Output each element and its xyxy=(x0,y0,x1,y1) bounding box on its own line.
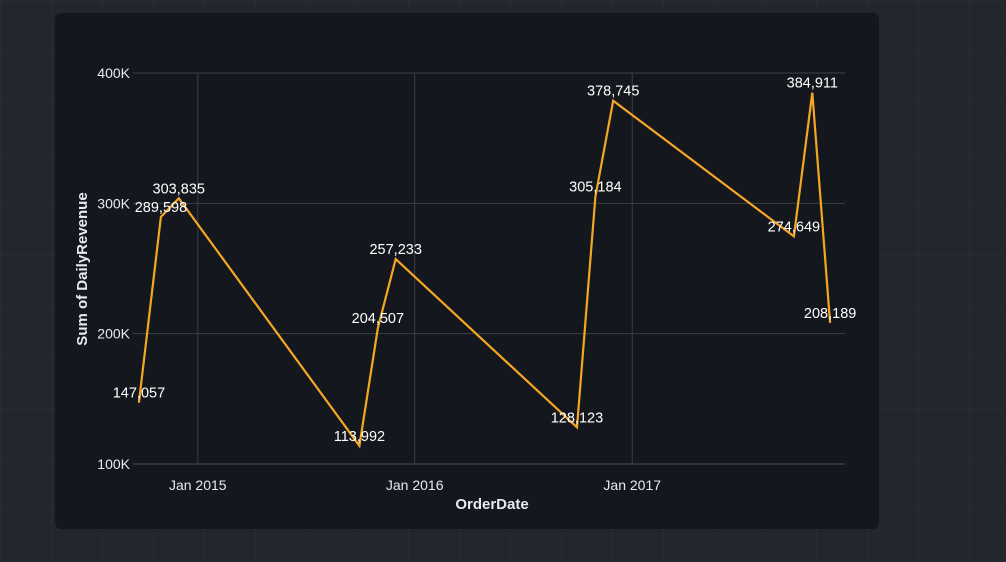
x-tick-label: Jan 2016 xyxy=(386,477,444,493)
data-label: 257,233 xyxy=(369,242,421,258)
data-label: 208,189 xyxy=(804,306,856,322)
series xyxy=(137,92,832,449)
y-tick-label: 100K xyxy=(97,456,130,472)
data-label: 289,598 xyxy=(135,200,187,216)
data-label: 378,745 xyxy=(587,84,639,100)
y-tick-label: 400K xyxy=(97,65,130,81)
y-tick-label: 300K xyxy=(97,195,130,211)
data-label: 274,649 xyxy=(768,219,820,235)
data-label: 128,123 xyxy=(551,410,603,426)
x-tick-label: Jan 2017 xyxy=(603,477,661,493)
axes: 100K 200K 300K 400K Jan 2015 Jan 2016 Jan 2017 xyxy=(97,65,661,493)
x-tick-label: Jan 2015 xyxy=(169,477,227,493)
series-line xyxy=(137,92,832,449)
y-tick-label: 200K xyxy=(97,326,130,342)
data-label: 147,057 xyxy=(113,386,165,402)
data-label: 384,911 xyxy=(787,76,838,92)
data-label: 303,835 xyxy=(153,181,205,197)
data-labels: 147,057 289,598 303,835 113,992 204,507 257,2… xyxy=(113,76,857,445)
chart-card xyxy=(55,13,879,529)
data-label: 113,992 xyxy=(334,429,385,445)
y-axis-title: Sum of DailyRevenue xyxy=(74,192,91,345)
data-label: 305,184 xyxy=(569,180,621,196)
data-label: 204,507 xyxy=(352,311,404,327)
x-axis-title: OrderDate xyxy=(455,496,528,513)
grid xyxy=(133,72,845,465)
